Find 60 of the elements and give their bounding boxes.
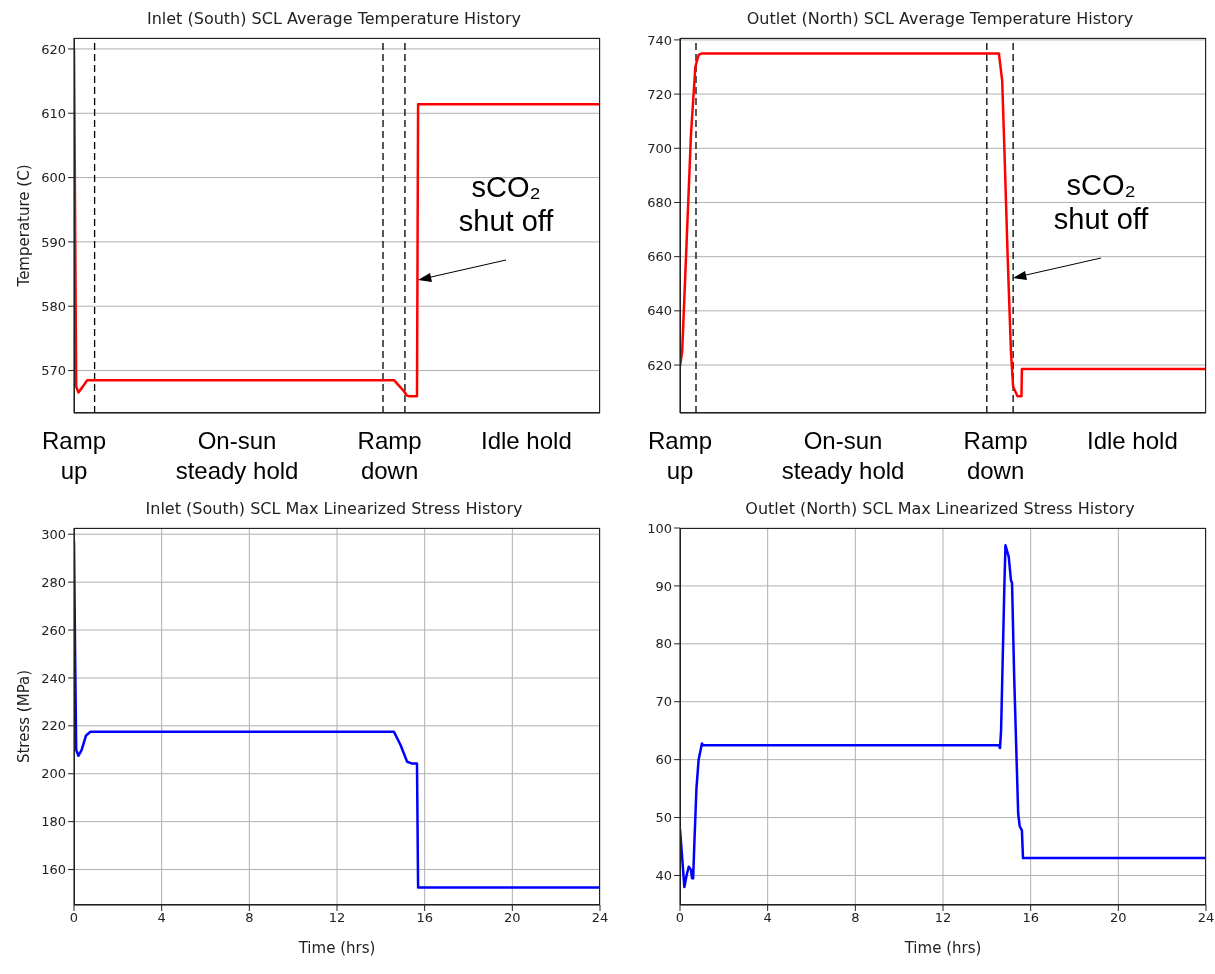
y-tick-label: 240: [41, 670, 66, 686]
y-tick-label: 220: [41, 718, 66, 734]
x-tick-label: 0: [69, 910, 79, 926]
text: Idle hold: [480, 426, 573, 456]
y-tick-label: 280: [41, 574, 66, 590]
text: On-sun steady hold: [174, 426, 300, 486]
y-axis-title: Temperature (C): [15, 164, 34, 288]
y-tick-label: 580: [41, 298, 66, 314]
y-tick-label: 640: [647, 303, 672, 319]
x-tick-label: 12: [934, 910, 952, 926]
y-tick-label: 590: [41, 234, 66, 250]
y-tick-label: 40: [655, 868, 672, 884]
y-tick-label: 720: [647, 86, 672, 102]
y-tick-label: 680: [647, 195, 672, 211]
y-tick-label: 740: [647, 32, 672, 48]
y-tick-label: 620: [647, 357, 672, 373]
text: On-sun steady hold: [780, 426, 906, 486]
x-tick-label: 16: [1022, 910, 1039, 926]
y-tick-label: 570: [41, 363, 66, 379]
y-tick-label: 180: [41, 814, 66, 830]
x-tick-label: 12: [328, 910, 346, 926]
y-tick-label: 100: [647, 520, 672, 536]
x-tick-label: 8: [245, 910, 254, 926]
x-axis-title: Time (hrs): [903, 939, 982, 957]
text: Idle hold: [1086, 426, 1179, 456]
x-tick-label: 4: [157, 910, 166, 926]
y-tick-label: 50: [655, 810, 672, 826]
chart-title: Inlet (South) SCL Average Temperature History: [145, 8, 523, 30]
chart-title: Outlet (North) SCL Max Linearized Stress History: [744, 498, 1136, 520]
y-tick-label: 700: [647, 140, 672, 156]
text: Ramp down: [962, 426, 1029, 486]
y-tick-label: 90: [655, 578, 672, 594]
y-tick-label: 60: [655, 752, 672, 768]
text: Ramp up: [647, 426, 713, 486]
y-tick-label: 610: [41, 105, 66, 121]
text: Ramp up: [41, 426, 107, 486]
y-tick-label: 70: [655, 694, 672, 710]
x-axis-title: Time (hrs): [297, 939, 376, 957]
y-tick-label: 660: [647, 249, 672, 265]
annotation: sCO₂ shut off: [457, 170, 555, 239]
x-tick-label: 20: [504, 910, 521, 926]
chart-title: Outlet (North) SCL Average Temperature History: [745, 8, 1135, 30]
x-tick-label: 4: [763, 910, 772, 926]
y-tick-label: 260: [41, 622, 66, 638]
y-tick-label: 160: [41, 862, 66, 878]
x-tick-label: 20: [1110, 910, 1127, 926]
x-tick-label: 8: [851, 910, 860, 926]
y-tick-label: 600: [41, 170, 66, 186]
x-tick-label: 24: [1197, 910, 1215, 926]
y-tick-label: 620: [41, 41, 66, 57]
annotation: sCO₂ shut off: [1052, 168, 1150, 237]
x-tick-label: 24: [591, 910, 609, 926]
y-axis-title: Stress (MPa): [15, 669, 34, 764]
y-tick-label: 80: [655, 636, 672, 652]
chart-title: Inlet (South) SCL Max Linearized Stress History: [144, 498, 524, 520]
x-tick-label: 16: [416, 910, 433, 926]
y-tick-label: 200: [41, 766, 66, 782]
x-tick-label: 0: [675, 910, 685, 926]
text: Ramp down: [356, 426, 423, 486]
y-tick-label: 300: [41, 526, 66, 542]
